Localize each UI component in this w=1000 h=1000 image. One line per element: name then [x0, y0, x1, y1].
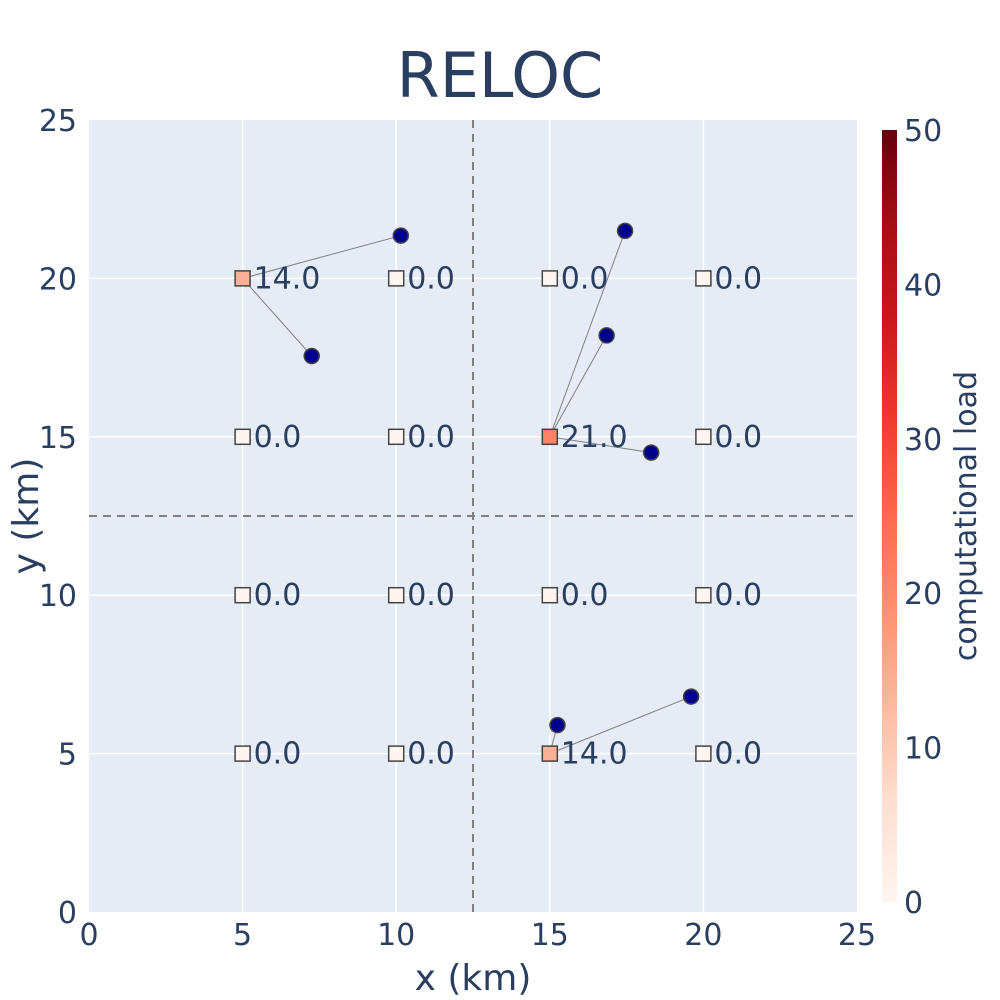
user-link [549, 335, 608, 438]
server-load-label: 0.0 [254, 578, 302, 613]
user-link [549, 230, 626, 437]
colorbar-tick-label: 20 [904, 577, 942, 612]
server-marker [695, 270, 712, 287]
server-load-label: 0.0 [407, 737, 455, 772]
server-marker [387, 586, 405, 604]
server-load-label: 14.0 [561, 737, 628, 772]
server-marker [387, 745, 405, 762]
y-tick-label: 15 [39, 421, 77, 456]
y-tick-label: 25 [39, 104, 77, 139]
server-load-label: 0.0 [561, 578, 609, 613]
server-marker [541, 270, 559, 287]
x-tick-label: 0 [79, 918, 98, 953]
server-load-label: 0.0 [254, 737, 302, 772]
user-marker [549, 716, 566, 734]
x-tick-label: 20 [684, 918, 722, 953]
colorbar-tick-label: 40 [904, 268, 942, 303]
colorbar-ticks: 0 10 20 30 40 50 [904, 114, 942, 921]
user-link [242, 278, 313, 357]
server-load-label: 0.0 [407, 420, 455, 455]
user-link [549, 696, 692, 755]
server-marker [695, 745, 712, 762]
x-tick-label: 5 [233, 918, 252, 953]
server-marker [387, 270, 405, 287]
load-labels: 14.0 0.0 0.0 0.0 0.0 0.0 21.0 0.0 0.0 0.0 0.0 0.0 0.… [254, 261, 763, 771]
y-tick-label: 10 [39, 579, 77, 614]
server-load-label: 0.0 [714, 578, 762, 613]
server-marker [695, 586, 712, 604]
user-server-links [242, 230, 692, 755]
server-load-label: 0.0 [561, 261, 609, 296]
colorbar-tick-label: 10 [904, 732, 942, 767]
x-tick-label: 25 [838, 918, 876, 953]
server-load-label: 0.0 [714, 737, 762, 772]
server-markers [234, 270, 712, 762]
server-marker [541, 745, 559, 762]
user-marker [303, 347, 320, 365]
server-load-label: 0.0 [714, 420, 762, 455]
server-marker [234, 745, 251, 762]
server-marker [541, 428, 559, 446]
server-load-label: 0.0 [407, 261, 455, 296]
y-tick-label: 0 [58, 896, 77, 931]
server-marker [234, 270, 251, 287]
y-tick-label: 5 [58, 738, 77, 773]
server-marker [695, 428, 712, 446]
user-marker [682, 688, 700, 705]
x-axis-title: x (km) [415, 958, 532, 999]
y-tick-label: 20 [39, 262, 77, 297]
server-load-label: 21.0 [561, 420, 628, 455]
y-axis-title: y (km) [6, 458, 47, 575]
user-marker [392, 227, 410, 244]
colorbar-tick-label: 50 [904, 114, 942, 149]
server-load-label: 0.0 [407, 578, 455, 613]
server-marker [387, 428, 405, 446]
y-axis-ticks: 0 5 10 15 20 25 [39, 104, 77, 931]
user-marker [598, 327, 615, 344]
chart-title: RELOC [397, 39, 604, 112]
x-axis-ticks: 0 5 10 15 20 25 [79, 918, 876, 953]
colorbar-tick-label: 30 [904, 423, 942, 458]
quadrant-dividers [89, 120, 857, 912]
user-marker [642, 444, 660, 461]
x-tick-label: 15 [531, 918, 569, 953]
server-marker [234, 586, 251, 604]
server-load-label: 0.0 [254, 420, 302, 455]
colorbar-tick-label: 0 [904, 886, 923, 921]
server-marker [234, 428, 251, 446]
user-link [549, 436, 652, 454]
user-markers [303, 222, 700, 734]
server-load-label: 0.0 [714, 261, 762, 296]
server-load-label: 14.0 [254, 261, 321, 296]
colorbar [882, 130, 897, 902]
server-marker [541, 586, 559, 604]
grid-lines [89, 120, 857, 912]
colorbar-title: computational load [949, 371, 984, 661]
user-marker [616, 222, 634, 240]
user-link [242, 235, 401, 279]
x-tick-label: 10 [377, 918, 415, 953]
